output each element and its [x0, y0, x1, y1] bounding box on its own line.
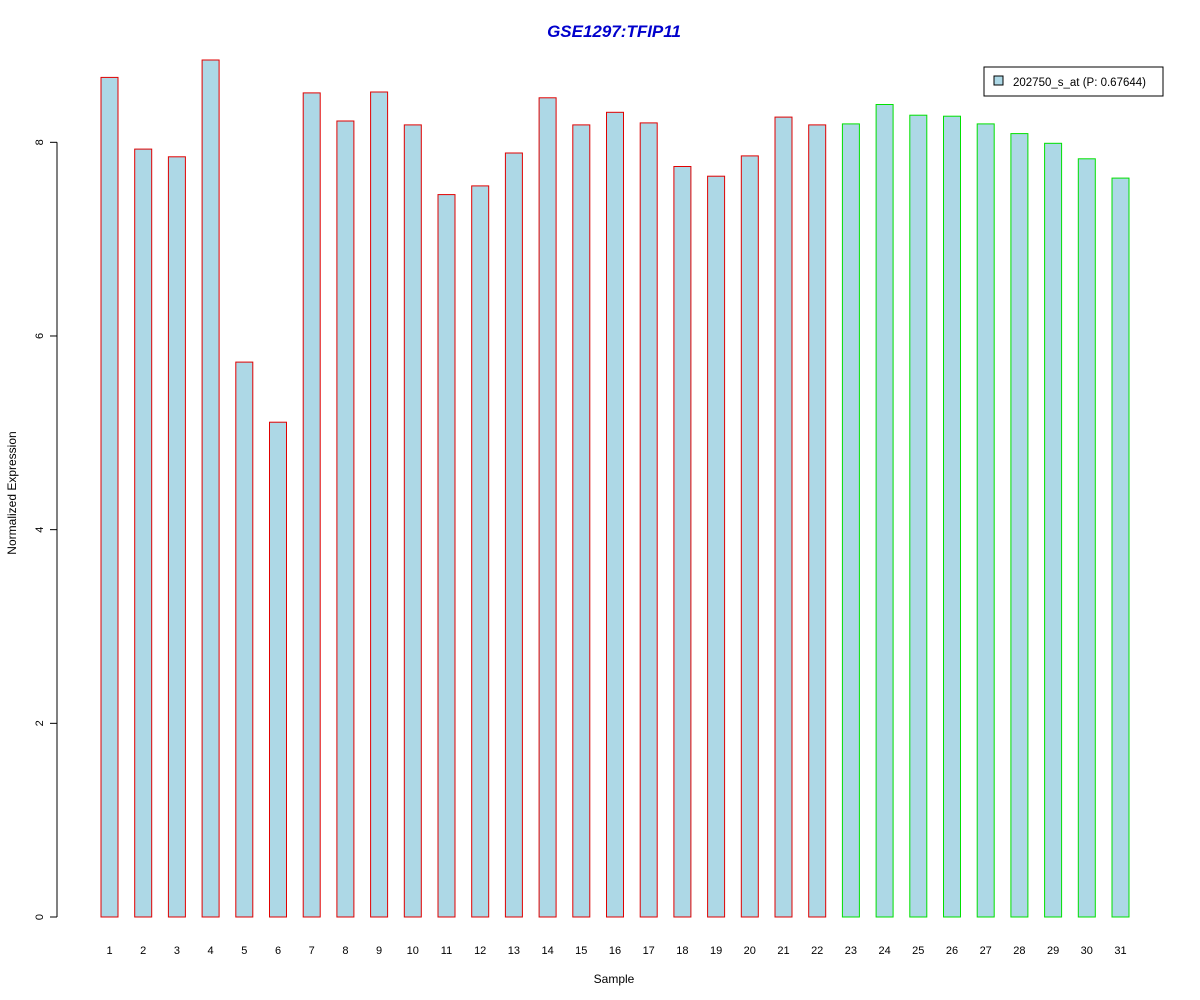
bar-sample-18	[673, 166, 692, 918]
x-tick-label: 26	[946, 945, 958, 957]
bar-sample-15	[572, 124, 591, 918]
bar-sample-21	[774, 116, 793, 918]
bar-sample-17	[639, 122, 658, 918]
bar-sample-26	[943, 115, 961, 918]
x-tick-label: 12	[474, 945, 486, 957]
x-tick-label: 8	[342, 945, 348, 957]
x-tick-label: 14	[541, 945, 553, 957]
bar-sample-25	[909, 114, 928, 918]
bar-sample-24	[875, 104, 894, 918]
bar-sample-19	[707, 175, 726, 918]
y-tick-label: 6	[34, 333, 46, 339]
legend-label: 202750_s_at (P: 0.67644)	[1013, 77, 1146, 89]
x-tick-label: 17	[643, 945, 655, 957]
bar-sample-7	[302, 92, 321, 918]
bar-sample-28	[1010, 133, 1029, 918]
y-tick-label: 0	[34, 914, 46, 920]
x-tick-label: 24	[878, 945, 890, 957]
bar-sample-10	[403, 124, 422, 918]
bar-sample-3	[167, 156, 186, 918]
x-axis-label: Sample	[594, 972, 635, 986]
x-tick-label: 10	[407, 945, 419, 957]
y-tick-label: 8	[34, 139, 46, 145]
x-tick-label: 30	[1081, 945, 1093, 957]
bar-sample-8	[336, 120, 355, 918]
y-axis-label: Normalized Expression	[5, 431, 19, 554]
x-tick-label: 27	[980, 945, 992, 957]
bar-sample-6	[269, 421, 287, 918]
x-tick-label: 19	[710, 945, 722, 957]
x-tick-label: 31	[1114, 945, 1126, 957]
bar-sample-14	[538, 97, 557, 918]
y-tick-label: 4	[34, 527, 46, 533]
bar-sample-5	[235, 361, 254, 918]
x-tick-label: 23	[845, 945, 857, 957]
x-tick-label: 2	[140, 945, 146, 957]
bar-sample-11	[437, 194, 456, 918]
x-tick-label: 15	[575, 945, 587, 957]
bars-group	[100, 59, 1130, 918]
x-tick-label: 4	[208, 945, 214, 957]
bar-sample-20	[740, 155, 759, 918]
x-tick-label: 7	[309, 945, 315, 957]
bar-sample-12	[471, 185, 490, 918]
x-tick-label: 16	[609, 945, 621, 957]
x-tick-label: 9	[376, 945, 382, 957]
x-tick-label: 3	[174, 945, 180, 957]
bar-sample-1	[100, 76, 119, 918]
bar-sample-2	[134, 148, 153, 918]
bar-sample-4	[201, 59, 220, 918]
y-tick-label: 2	[34, 720, 46, 726]
bar-sample-13	[504, 152, 523, 918]
bar-sample-16	[606, 111, 624, 918]
chart-title: GSE1297:TFIP11	[547, 22, 681, 41]
x-tick-label: 29	[1047, 945, 1059, 957]
legend-box	[983, 66, 1164, 97]
bar-sample-29	[1044, 142, 1063, 918]
x-tick-label: 5	[241, 945, 247, 957]
bar-sample-31	[1111, 177, 1130, 918]
x-tick-label: 21	[777, 945, 789, 957]
x-tick-label: 13	[508, 945, 520, 957]
x-tick-label: 1	[106, 945, 112, 957]
bar-sample-22	[808, 124, 827, 918]
x-tick-label: 20	[744, 945, 756, 957]
x-tick-labels: 1 2 3 4 5 6 7 8 9 10 11 12 13 14 15 16 17 18 19 20 21 22 23 24 2…	[106, 945, 1126, 957]
x-tick-label: 11	[441, 945, 452, 957]
x-tick-label: 28	[1013, 945, 1025, 957]
bar-sample-23	[841, 123, 860, 918]
x-tick-label: 22	[811, 945, 823, 957]
legend: 202750_s_at (P: 0.67644)	[983, 66, 1164, 97]
bar-sample-27	[976, 123, 995, 918]
y-axis: 0 2 4 6 8	[34, 139, 58, 920]
x-tick-label: 18	[676, 945, 688, 957]
x-tick-label: 6	[275, 945, 281, 957]
x-tick-label: 25	[912, 945, 924, 957]
bar-sample-30	[1077, 158, 1096, 918]
bar-sample-9	[370, 91, 389, 918]
legend-swatch	[993, 75, 1004, 86]
